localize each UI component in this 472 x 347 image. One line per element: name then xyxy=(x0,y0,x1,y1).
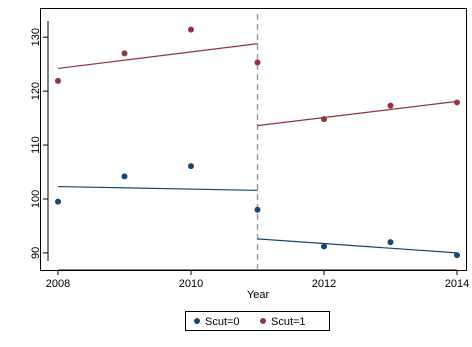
legend: Scut=0 Scut=1 xyxy=(185,311,330,331)
data-point-scut0 xyxy=(188,163,194,170)
fit-line-scut0-post xyxy=(257,238,458,254)
x-tick-label: 2012 xyxy=(312,278,336,290)
fit-line-scut1-pre xyxy=(57,43,258,70)
fit-line-scut0-pre xyxy=(57,185,258,191)
x-axis-title: Year xyxy=(247,289,270,301)
legend-box xyxy=(185,311,330,331)
y-tick-label: 130 xyxy=(30,28,42,46)
data-point-scut0 xyxy=(321,243,327,250)
y-tick-label: 90 xyxy=(30,247,42,259)
data-point-scut1 xyxy=(387,102,394,109)
y-tick-label: 120 xyxy=(30,82,42,100)
x-tick-label: 2014 xyxy=(445,278,469,290)
data-point-scut1 xyxy=(254,59,261,66)
y-tick-label: 110 xyxy=(30,136,42,154)
fit-line-scut1-post xyxy=(257,100,458,127)
legend-marker xyxy=(260,318,266,324)
data-point-scut0 xyxy=(121,173,128,180)
data-point-scut0 xyxy=(55,198,61,205)
data-point-scut0 xyxy=(254,206,261,213)
x-tick-label: 2008 xyxy=(46,278,70,290)
data-point-scut0 xyxy=(387,239,394,246)
data-point-scut1 xyxy=(188,26,194,33)
y-tick-label: 100 xyxy=(30,190,42,208)
legend-marker xyxy=(194,318,200,324)
legend-label: Scut=1 xyxy=(271,316,306,328)
data-point-scut1 xyxy=(55,77,61,84)
fit-lines xyxy=(57,43,458,254)
data-point-scut1 xyxy=(454,99,460,106)
x-tick-label: 2010 xyxy=(179,278,203,290)
data-point-scut0 xyxy=(454,252,460,259)
plot-frame xyxy=(40,8,467,271)
data-point-scut1 xyxy=(321,116,327,123)
data-point-scut1 xyxy=(121,50,128,57)
legend-label: Scut=0 xyxy=(205,316,240,328)
data-points xyxy=(55,26,460,259)
